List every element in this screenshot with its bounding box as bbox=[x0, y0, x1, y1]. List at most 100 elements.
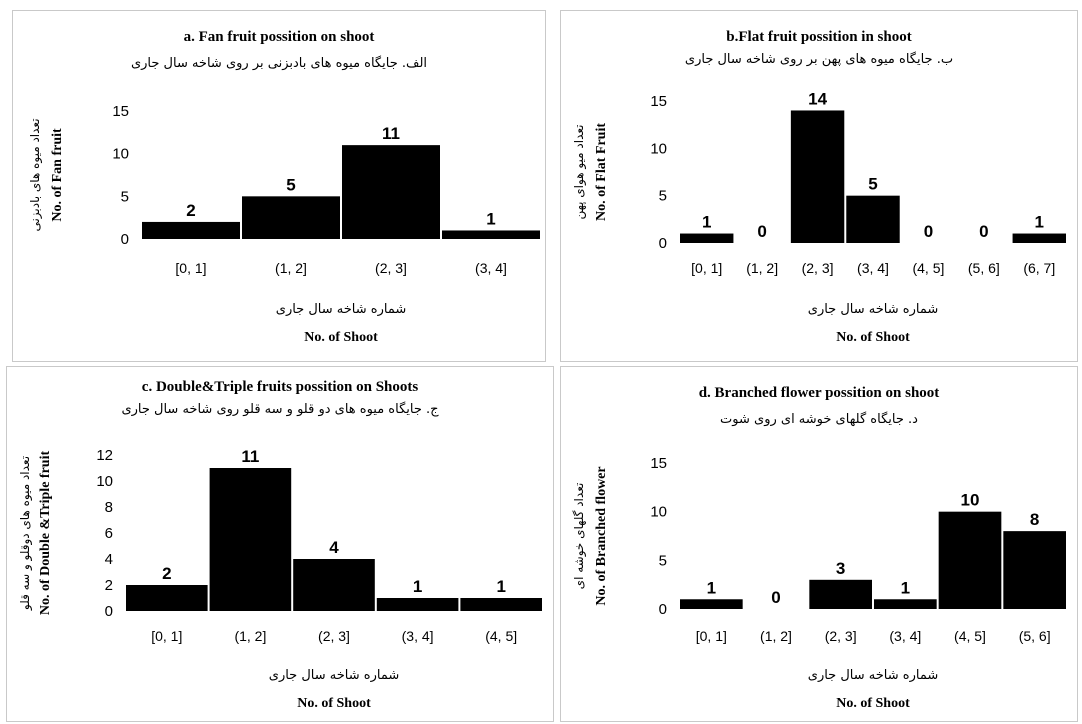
bar bbox=[680, 233, 734, 243]
bar bbox=[442, 230, 540, 239]
y-tick-label: 15 bbox=[650, 455, 667, 472]
x-axis-label: No. of Shoot bbox=[836, 696, 910, 711]
x-tick-label: [0, 1] bbox=[691, 260, 722, 276]
chart-subtitle: ج. جایگاه میوه های دو قلو و سه قلو روی ش… bbox=[121, 401, 439, 417]
bar bbox=[1003, 531, 1066, 609]
chart-panel-c: c. Double&Triple fruits possition on Sho… bbox=[6, 366, 554, 722]
y-tick-label: 0 bbox=[659, 235, 667, 252]
x-axis-label: No. of Shoot bbox=[836, 330, 910, 345]
data-label: 14 bbox=[808, 89, 827, 108]
x-tick-label: (2, 3] bbox=[375, 260, 407, 276]
y-tick-label: 15 bbox=[112, 103, 129, 120]
y-axis-label: No. of Double &Triple fruit bbox=[38, 451, 53, 616]
x-axis-label: No. of Shoot bbox=[304, 330, 378, 345]
data-label: 1 bbox=[413, 577, 422, 596]
bar bbox=[142, 221, 240, 239]
x-tick-label: (4, 5] bbox=[954, 628, 986, 644]
x-tick-label: [0, 1] bbox=[175, 260, 206, 276]
chart-a-svg: a. Fan fruit possition on shoot الف. جایگ… bbox=[28, 29, 540, 345]
bar bbox=[126, 585, 208, 611]
y-axis-label-fa: تعداد گلهای خوشه ای bbox=[572, 483, 587, 590]
x-axis-label-fa: شماره شاخه سال جاری bbox=[808, 668, 938, 683]
x-tick-label: (1, 2] bbox=[275, 260, 307, 276]
bar bbox=[1012, 233, 1066, 243]
chart-title: d. Branched flower possition on shoot bbox=[699, 385, 940, 401]
y-tick-label: 4 bbox=[105, 551, 113, 568]
y-tick-label: 10 bbox=[650, 140, 667, 157]
y-tick-label: 5 bbox=[659, 552, 667, 569]
data-label: 1 bbox=[707, 578, 716, 597]
x-tick-label: (2, 3] bbox=[318, 628, 350, 644]
data-label: 5 bbox=[868, 175, 877, 194]
bar bbox=[938, 511, 1002, 609]
x-tick-label: (4, 5] bbox=[912, 260, 944, 276]
x-axis-label-fa: شماره شاخه سال جاری bbox=[276, 302, 406, 317]
chart-title: b.Flat fruit possition in shoot bbox=[726, 29, 911, 45]
x-tick-label: (5, 6] bbox=[968, 260, 1000, 276]
y-tick-label: 15 bbox=[650, 93, 667, 110]
bar bbox=[790, 110, 845, 243]
y-axis-label-fa: تعداد میو هوای پهن bbox=[572, 124, 587, 219]
bar bbox=[809, 579, 872, 609]
data-label: 1 bbox=[702, 213, 711, 232]
x-tick-label: (3, 4] bbox=[402, 628, 434, 644]
bar bbox=[209, 468, 292, 611]
y-tick-label: 10 bbox=[96, 473, 113, 490]
x-tick-label: (1, 2] bbox=[760, 628, 792, 644]
chart-subtitle: د. جایگاه گلهای خوشه ای روی شوت bbox=[720, 411, 918, 427]
y-tick-label: 10 bbox=[650, 504, 667, 521]
chart-b-svg: b.Flat fruit possition in shoot ب. جایگاه… bbox=[572, 29, 1066, 345]
chart-panel-a: a. Fan fruit possition on shoot الف. جایگ… bbox=[12, 10, 546, 362]
chart-panel-d: d. Branched flower possition on shoot د. … bbox=[560, 366, 1078, 722]
x-tick-label: (2, 3] bbox=[825, 628, 857, 644]
data-label: 2 bbox=[162, 564, 171, 583]
x-axis-label-fa: شماره شاخه سال جاری bbox=[269, 668, 399, 683]
x-tick-label: (3, 4] bbox=[475, 260, 507, 276]
y-axis-label-fa: تعداد میوه های دوقلو و سه قلو bbox=[18, 456, 33, 611]
chart-title: c. Double&Triple fruits possition on Sho… bbox=[142, 379, 419, 395]
bar bbox=[242, 196, 340, 239]
bar bbox=[342, 145, 440, 239]
bar bbox=[293, 559, 375, 611]
x-tick-label: [0, 1] bbox=[151, 628, 182, 644]
data-label: 0 bbox=[924, 222, 933, 241]
y-tick-label: 8 bbox=[105, 499, 113, 516]
chart-subtitle: الف. جایگاه میوه های بادبزنی بر روی شاخه… bbox=[131, 55, 427, 71]
y-tick-label: 5 bbox=[659, 188, 667, 205]
data-label: 11 bbox=[382, 124, 400, 143]
y-axis-label: No. of Flat Fruit bbox=[594, 123, 609, 221]
data-label: 0 bbox=[979, 222, 988, 241]
x-tick-label: (2, 3] bbox=[802, 260, 834, 276]
data-label: 11 bbox=[241, 447, 259, 466]
x-tick-label: (3, 4] bbox=[857, 260, 889, 276]
data-label: 8 bbox=[1030, 510, 1039, 529]
data-label: 1 bbox=[486, 209, 495, 228]
chart-panel-b: b.Flat fruit possition in shoot ب. جایگاه… bbox=[560, 10, 1078, 362]
y-tick-label: 0 bbox=[659, 601, 667, 618]
x-tick-label: (3, 4] bbox=[889, 628, 921, 644]
x-tick-label: [0, 1] bbox=[696, 628, 727, 644]
data-label: 1 bbox=[496, 577, 505, 596]
y-axis-label: No. of Branched flower bbox=[594, 466, 609, 605]
y-tick-label: 12 bbox=[96, 447, 113, 464]
chart-title: a. Fan fruit possition on shoot bbox=[184, 29, 375, 45]
data-label: 3 bbox=[836, 559, 845, 578]
data-label: 1 bbox=[901, 578, 910, 597]
x-tick-label: (4, 5] bbox=[485, 628, 517, 644]
y-tick-label: 10 bbox=[112, 146, 129, 163]
x-tick-label: (1, 2] bbox=[234, 628, 266, 644]
x-tick-label: (6, 7] bbox=[1023, 260, 1055, 276]
y-tick-label: 6 bbox=[105, 525, 113, 542]
data-label: 5 bbox=[286, 175, 295, 194]
data-label: 2 bbox=[186, 201, 195, 220]
data-label: 0 bbox=[757, 222, 766, 241]
x-tick-label: (5, 6] bbox=[1019, 628, 1051, 644]
chart-subtitle: ب. جایگاه میوه های پهن بر روی شاخه سال ج… bbox=[685, 51, 953, 67]
data-label: 0 bbox=[771, 588, 780, 607]
bar bbox=[460, 598, 542, 611]
chart-d-svg: d. Branched flower possition on shoot د. … bbox=[572, 385, 1066, 711]
x-axis-label-fa: شماره شاخه سال جاری bbox=[808, 302, 938, 317]
bar bbox=[846, 195, 900, 243]
bar bbox=[376, 598, 459, 611]
y-tick-label: 0 bbox=[121, 231, 129, 248]
